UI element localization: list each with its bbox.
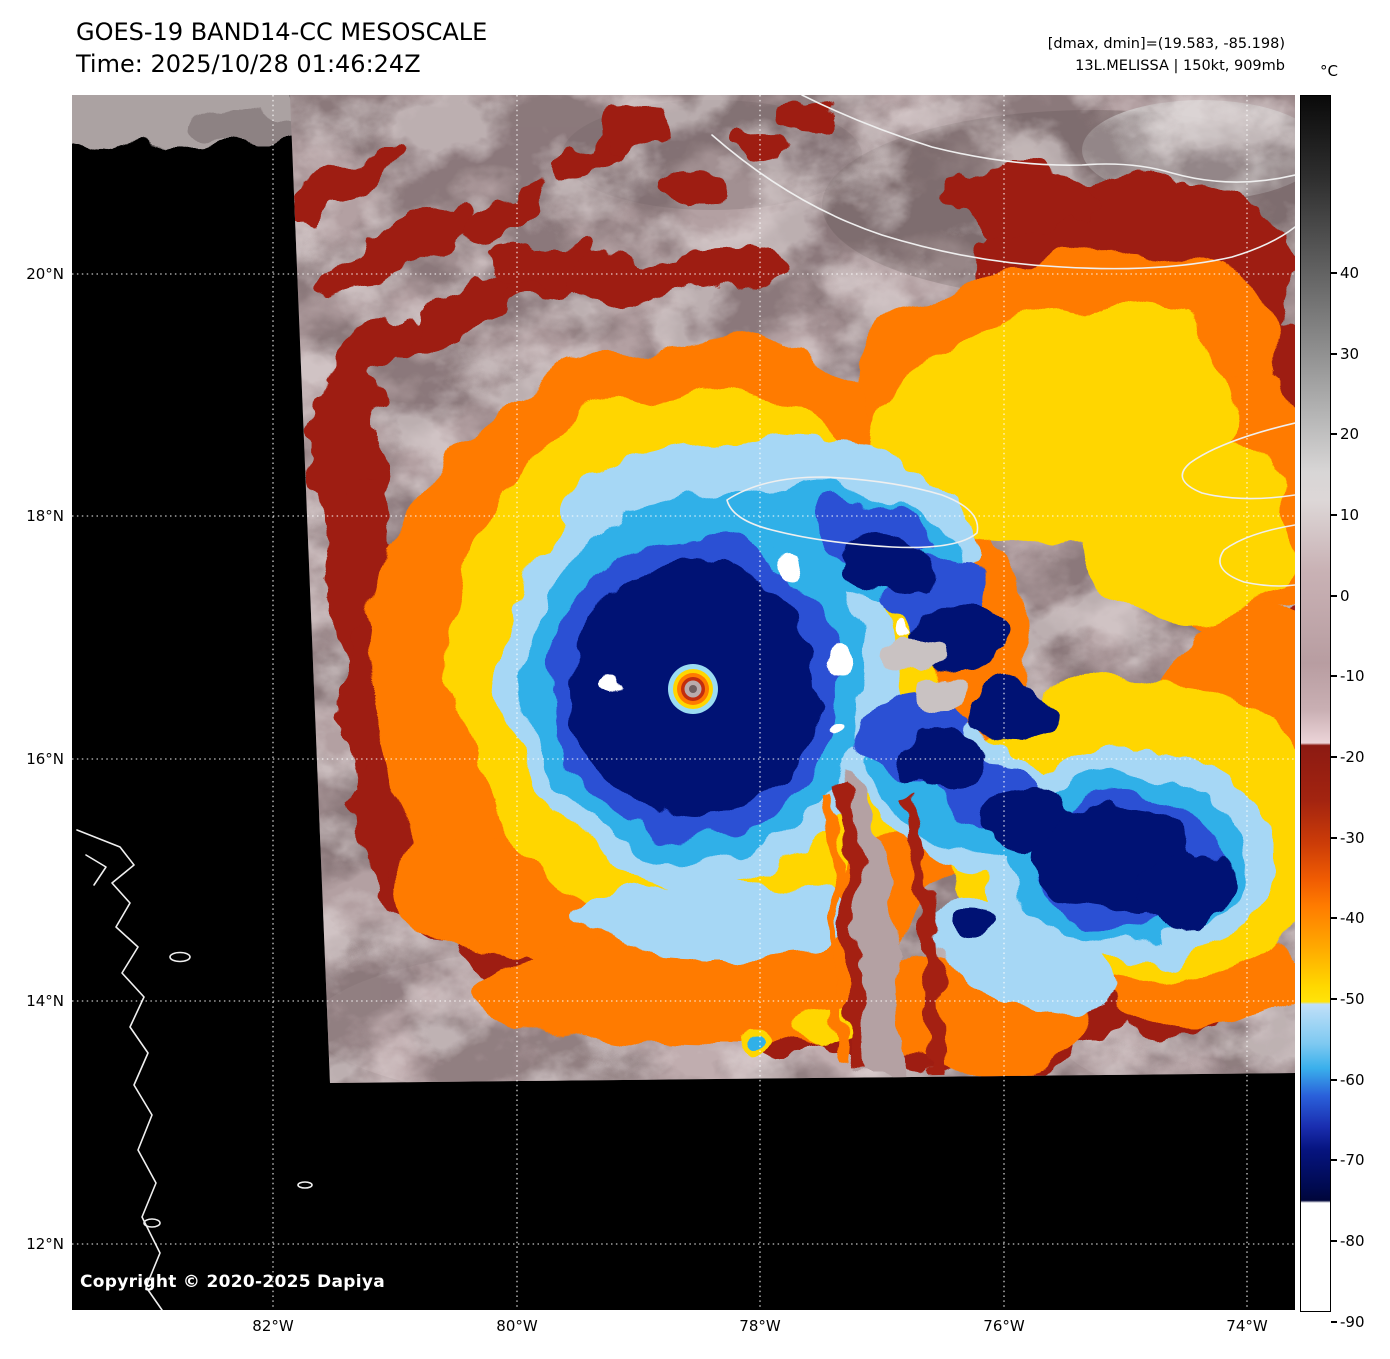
small-convective-spot	[739, 1024, 771, 1056]
lon-axis-label: 76°W	[983, 1317, 1025, 1335]
colorbar-tick-label: -70	[1340, 1151, 1365, 1169]
colorbar-tick	[1331, 1321, 1337, 1323]
satellite-render	[72, 95, 1295, 1310]
colorbar-tick-label: -50	[1340, 990, 1365, 1008]
colorbar-tick	[1331, 998, 1337, 1000]
colorbar-tick-label: 20	[1340, 425, 1360, 443]
lat-axis-label: 12°N	[26, 1235, 64, 1253]
lat-axis-label: 14°N	[26, 992, 64, 1010]
page-title: GOES-19 BAND14-CC MESOSCALE	[76, 18, 488, 46]
colorbar-tick	[1331, 514, 1337, 516]
colorbar-tick	[1331, 433, 1337, 435]
colorbar-tick	[1331, 1159, 1337, 1161]
colorbar-tick-label: -60	[1340, 1071, 1365, 1089]
colorbar-tick-label: 0	[1340, 587, 1350, 605]
overshooting-tops-white	[603, 549, 913, 742]
lon-axis-label: 74°W	[1226, 1317, 1268, 1335]
colorbar-tick-label: -90	[1340, 1313, 1365, 1331]
hispaniola-coastline	[1181, 422, 1295, 500]
colorbar-tick	[1331, 595, 1337, 597]
colorbar-tick-label: -80	[1340, 1232, 1365, 1250]
colorbar-tick-label: 30	[1340, 345, 1360, 363]
colorbar-tick	[1331, 1240, 1337, 1242]
coastlines-sector	[711, 95, 1295, 587]
colorbar-tick	[1331, 1079, 1337, 1081]
colorbar-tick-label: 40	[1340, 264, 1360, 282]
lon-axis-label: 78°W	[739, 1317, 781, 1335]
colorbar-unit-label: °C	[1320, 62, 1338, 80]
warm-intrusions-gray	[878, 639, 968, 711]
lat-axis-label: 16°N	[26, 750, 64, 768]
lon-axis-label: 82°W	[252, 1317, 294, 1335]
corner-cloud	[72, 95, 307, 149]
jamaica-coastline	[726, 476, 979, 549]
satellite-image: Copyright © 2020-2025 Dapiya	[72, 95, 1295, 1310]
colorbar-tick	[1331, 272, 1337, 274]
cuba-north-coastline	[801, 95, 1295, 183]
colorbar	[1300, 95, 1331, 1312]
colorbar-tick-label: -30	[1340, 829, 1365, 847]
lat-axis-label: 18°N	[26, 507, 64, 525]
lat-axis-label: 20°N	[26, 265, 64, 283]
timestamp-label: Time: 2025/10/28 01:46:24Z	[76, 50, 421, 78]
data-range-label: [dmax, dmin]=(19.583, -85.198)	[1047, 36, 1285, 52]
hispaniola-south-coastline	[1219, 524, 1295, 587]
colorbar-tick-label: -10	[1340, 667, 1365, 685]
lon-axis-label: 80°W	[496, 1317, 538, 1335]
storm-info-label: 13L.MELISSA | 150kt, 909mb	[1075, 58, 1285, 74]
colorbar-tick	[1331, 675, 1337, 677]
data-sector	[290, 95, 1295, 1083]
central-america-coastline	[76, 829, 313, 1310]
colorbar-tick-label: -20	[1340, 748, 1365, 766]
colorbar-tick	[1331, 756, 1337, 758]
colorbar-tick-label: -40	[1340, 909, 1365, 927]
copyright-label: Copyright © 2020-2025 Dapiya	[80, 1272, 385, 1292]
colorbar-tick	[1331, 837, 1337, 839]
dry-slot-wedge	[823, 770, 940, 1077]
cuba-coastline	[711, 134, 1295, 270]
hurricane-eye	[668, 664, 718, 714]
colorbar-tick	[1331, 917, 1337, 919]
colorbar-tick-label: 10	[1340, 506, 1360, 524]
colorbar-tick	[1331, 353, 1337, 355]
